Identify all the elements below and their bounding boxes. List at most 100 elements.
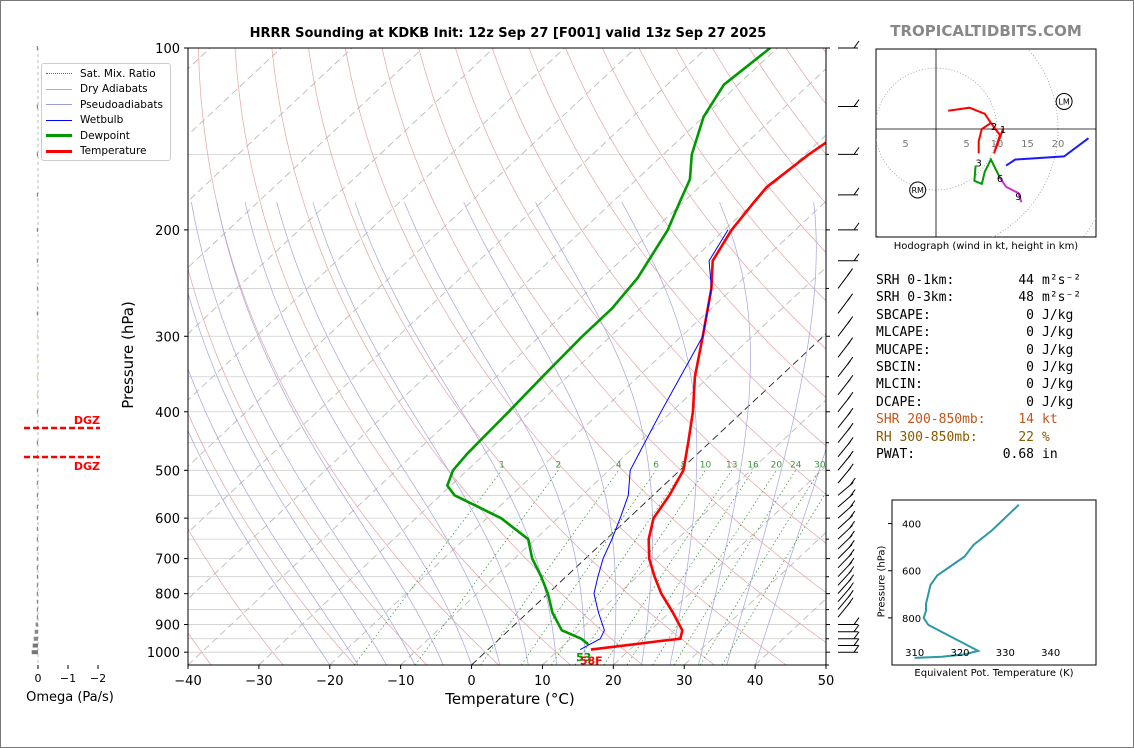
theta-y-tick-label: 400	[902, 520, 921, 531]
wind-barb-flag	[847, 268, 853, 276]
theta-frame	[891, 499, 1097, 666]
omega-bar	[36, 583, 38, 588]
moist-adiabat	[188, 291, 387, 665]
mixing-ratio-label: 10	[700, 460, 712, 470]
moist-adiabat	[404, 202, 586, 665]
wind-barb-flag	[847, 391, 854, 400]
omega-bar	[36, 46, 38, 50]
theta-x-tick-label: 340	[1041, 648, 1060, 659]
stat-unit: J/kg	[1042, 342, 1074, 358]
stat-unit: kt	[1042, 412, 1058, 428]
omega-bar	[36, 591, 38, 596]
stat-row: DCAPE: 0 J/kg	[876, 394, 1116, 411]
mixing-ratio-label: 2	[555, 460, 561, 470]
omega-bar	[36, 227, 38, 232]
stat-row: SBCAPE: 0 J/kg	[876, 307, 1116, 324]
wind-barb-flag	[849, 500, 856, 508]
hodograph-frame	[875, 48, 1097, 238]
theta-x-tick-label: 330	[996, 648, 1015, 659]
stats-panel: SRH 0-1km: 44 m²s⁻² SRH 0-3km: 48 m²s⁻² SBCAPE…	[876, 272, 1116, 463]
stat-value: 0	[1026, 342, 1034, 358]
wind-barb-flag	[853, 222, 860, 231]
hodograph-ring-label: 5	[902, 139, 908, 150]
legend-label: Sat. Mix. Ratio	[80, 67, 156, 80]
legend-item: Wetbulb	[46, 113, 170, 129]
theta-y-tick-label: 600	[902, 567, 921, 578]
stat-value: 14	[1018, 412, 1034, 428]
dry-adiabat	[528, 48, 826, 447]
hodograph-height-label: 1	[1000, 125, 1006, 136]
mixing-ratio-label: 4	[616, 460, 622, 470]
stat-unit: m²s⁻²	[1042, 290, 1082, 306]
moist-adiabat	[354, 202, 557, 665]
legend-swatch	[46, 119, 72, 121]
stat-label: MLCAPE:	[876, 325, 931, 341]
hodograph-segment-6-9km	[999, 177, 1023, 203]
stat-row: SHR 200-850mb: 14 kt	[876, 411, 1116, 428]
mixing-ratio-label: 6	[653, 460, 659, 470]
isotherm-line	[188, 48, 353, 202]
wind-barb-flag	[847, 337, 854, 345]
x-tick-label: −10	[387, 674, 414, 689]
stat-row: MLCIN: 0 J/kg	[876, 376, 1116, 393]
legend-label: Pseudoadiabats	[80, 98, 163, 111]
x-tick-label: 40	[747, 674, 764, 689]
dgz-label: DGZ	[74, 460, 100, 473]
stat-label: RH 300-850mb:	[876, 429, 978, 445]
skewt-profiles	[445, 48, 826, 651]
legend-label: Dewpoint	[80, 129, 130, 142]
omega-bar	[36, 526, 38, 531]
wind-barb-flag	[853, 617, 860, 625]
hodograph-height-label: 9	[1015, 192, 1021, 203]
x-tick-label: 0	[467, 674, 475, 689]
omega-bar	[35, 622, 38, 627]
omega-bar	[32, 643, 38, 648]
legend-item: Temperature	[46, 144, 170, 160]
dry-adiabat	[491, 48, 826, 495]
y-tick-label: 600	[155, 512, 180, 527]
stat-label: MLCIN:	[876, 377, 923, 393]
omega-tick-label: −1	[60, 672, 76, 685]
mixing-ratio-label: 16	[747, 460, 759, 470]
theta-e-panel: 310 320 330 340 400 600 800	[888, 499, 1097, 666]
wind-barb-flag	[849, 489, 856, 497]
x-tick-label: −40	[174, 674, 201, 689]
hodograph-height-label: 3	[976, 159, 982, 170]
legend-swatch	[46, 104, 72, 106]
mixing-ratio-label: 36	[834, 460, 846, 470]
mixing-ratio-line	[354, 470, 503, 665]
wind-barb-flag	[848, 574, 855, 582]
wind-barb-flag	[853, 40, 860, 49]
omega-tick-label: −2	[90, 672, 106, 685]
dgz-label: DGZ	[74, 414, 100, 427]
omega-bar	[31, 650, 38, 655]
omega-panel: 0 −1 −2 DGZ DGZ	[24, 46, 106, 685]
wind-barb-flag	[849, 477, 856, 486]
wind-barb-flag	[849, 510, 856, 519]
omega-bar	[36, 493, 38, 498]
legend-label: Temperature	[80, 145, 147, 158]
omega-bar	[36, 537, 38, 542]
stat-label: PWAT:	[876, 447, 916, 463]
wind-barb-flag	[849, 530, 855, 539]
theta-x-tick-label: 310	[905, 648, 924, 659]
wind-barb-flag	[848, 549, 855, 557]
omega-bar	[33, 636, 38, 641]
moist-adiabat	[726, 202, 817, 665]
wind-barb-flag	[847, 437, 854, 445]
omega-bar	[36, 392, 38, 397]
stat-unit: J/kg	[1042, 325, 1074, 341]
stat-value: 0	[1026, 360, 1034, 376]
wind-barb-flag	[847, 422, 854, 431]
omega-bar	[36, 440, 38, 445]
dry-adiabat	[638, 48, 826, 302]
omega-bar	[34, 629, 38, 634]
hodograph-segment-9km-plus	[1005, 137, 1090, 167]
mixing-ratio-line	[699, 470, 821, 665]
y-tick-label: 900	[155, 619, 180, 634]
isotherm-line	[188, 68, 826, 665]
stat-value: 0	[1026, 394, 1034, 410]
stat-label: DCAPE:	[876, 394, 923, 410]
hodograph-segment-1-3km	[977, 122, 992, 154]
skewt-axes	[184, 47, 830, 669]
